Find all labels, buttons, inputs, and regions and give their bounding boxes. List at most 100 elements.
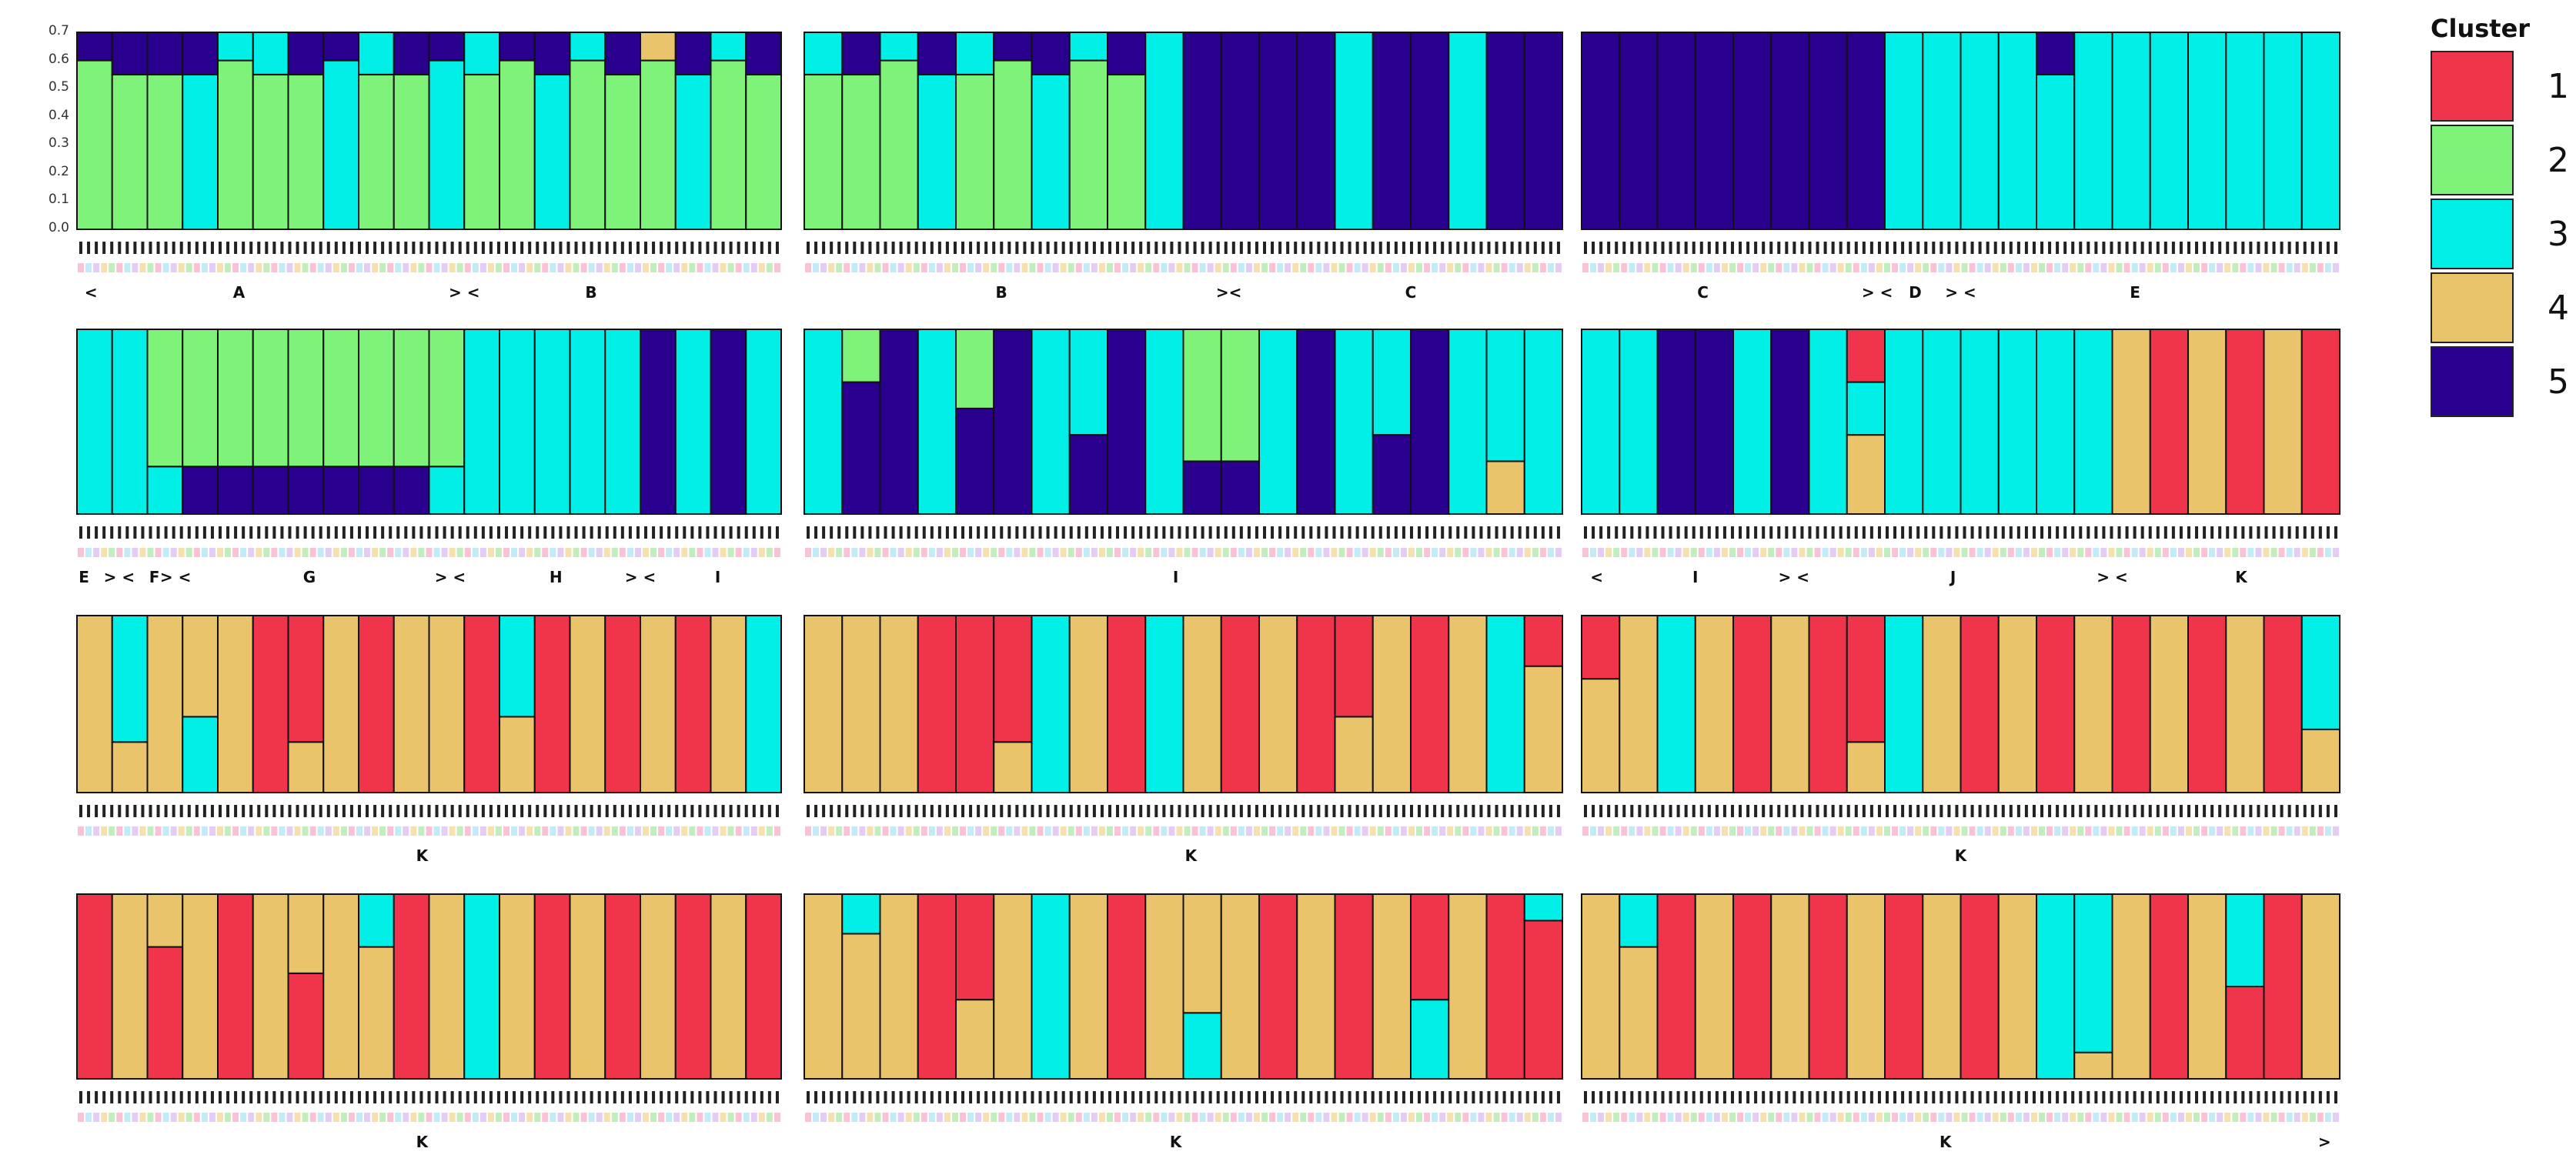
sample-tick [1208,805,1212,817]
sample-tick [706,526,710,539]
sample-tick [473,242,477,254]
sample-label-mark [1946,1113,1953,1122]
sample-label-mark [1238,548,1245,557]
sample-tick [450,1091,454,1103]
sample-tick [1947,242,1951,254]
sample-tick [2249,242,2253,254]
bar-segment [182,31,219,75]
sample-label-mark [844,1113,850,1122]
sample-label-mark [890,1113,897,1122]
sample-tick [1816,526,1819,539]
sample-tick [2334,242,2337,254]
sample-tick [2264,805,2268,817]
sample-label-mark [209,263,216,272]
sample-label-mark [1783,263,1790,272]
sample-label-mark [1308,826,1315,836]
sample-tick [2156,526,2160,539]
sample-tick [1193,526,1197,539]
sample-label-mark [1207,263,1214,272]
sample-tick [1348,242,1351,254]
bar-segment [1258,32,1298,230]
sample-label-mark [1455,826,1462,836]
sample-label-mark [2185,826,2192,836]
sample-tick [1340,1091,1344,1103]
sample-tick [992,805,996,817]
sample-tick [698,1091,702,1103]
bar-segment [604,73,641,230]
sample-label-mark [844,263,850,272]
sample-tick [303,526,307,539]
sample-tick [2009,242,2013,254]
sample-tick [366,242,369,254]
sample-label-mark [1837,263,1844,272]
sample-tick [373,1091,377,1103]
bar-segment [1846,32,1886,230]
sample-label-mark [565,548,572,557]
sample-tick [141,1091,145,1103]
sample-tick [1255,242,1258,254]
bar-segment [710,31,747,62]
bar-segment [1220,32,1260,230]
sample-label-mark [1168,1113,1175,1122]
sample-label-mark [1915,548,1922,557]
bar-segment [393,466,430,516]
bar-segment [2225,893,2265,987]
sample-label-mark [1768,263,1775,272]
sample-tick [1800,1091,1804,1103]
sample-tick [357,1091,361,1103]
population-label: K [1184,846,1198,865]
sample-tick [2249,805,2253,817]
sample-label-mark [1682,826,1689,836]
sample-tick [1124,242,1128,254]
sample-label-mark [1822,263,1829,272]
sample-tick [1676,805,1680,817]
sample-label-mark [232,1113,239,1122]
sample-label-mark [1652,1113,1659,1122]
sample-tick [1518,805,1522,817]
sample-tick [1869,242,1873,254]
sample-tick [1916,805,1920,817]
bar-segment [1182,893,1222,1014]
sample-tick [1178,526,1181,539]
sample-tick [2203,526,2207,539]
sample-label-mark [913,826,920,836]
sample-label-mark [758,263,765,272]
sample-label-mark [263,548,270,557]
sample-tick [945,242,949,254]
sample-tick [1201,242,1204,254]
sample-tick [2048,526,2052,539]
sample-tick [1402,526,1405,539]
sample-label-mark [2046,263,2053,272]
bar-segment [1846,434,1886,515]
bar-segment [2187,32,2227,230]
sample-tick [1007,242,1011,254]
sample-tick [620,242,624,254]
sample-label-mark [874,1113,881,1122]
sample-label-mark [1021,1113,1028,1122]
sample-tick [2226,242,2230,254]
sample-label-mark [828,826,835,836]
sample-label-mark [1091,263,1098,272]
bar-segment [1523,665,1563,794]
sample-tick [1231,1091,1235,1103]
sample-label-mark [1883,1113,1890,1122]
sample-tick [496,805,500,817]
sample-tick [1394,805,1398,817]
sample-tick [652,242,656,254]
sample-tick [1916,242,1920,254]
sample-label-mark [1675,1113,1682,1122]
sample-tick [1472,242,1475,254]
sample-tick [1549,526,1552,539]
sample-label-mark [387,548,394,557]
sample-label-mark [1230,263,1237,272]
sample-label-mark [294,263,301,272]
sample-label-mark [379,548,386,557]
sample-tick [2280,242,2284,254]
sample-label-mark [975,826,982,836]
sample-tick [2218,242,2222,254]
sample-label-mark [573,263,580,272]
sample-label-mark [93,263,100,272]
bar-segment [2263,32,2303,230]
sample-label-mark [944,1113,951,1122]
sample-tick [1170,805,1174,817]
